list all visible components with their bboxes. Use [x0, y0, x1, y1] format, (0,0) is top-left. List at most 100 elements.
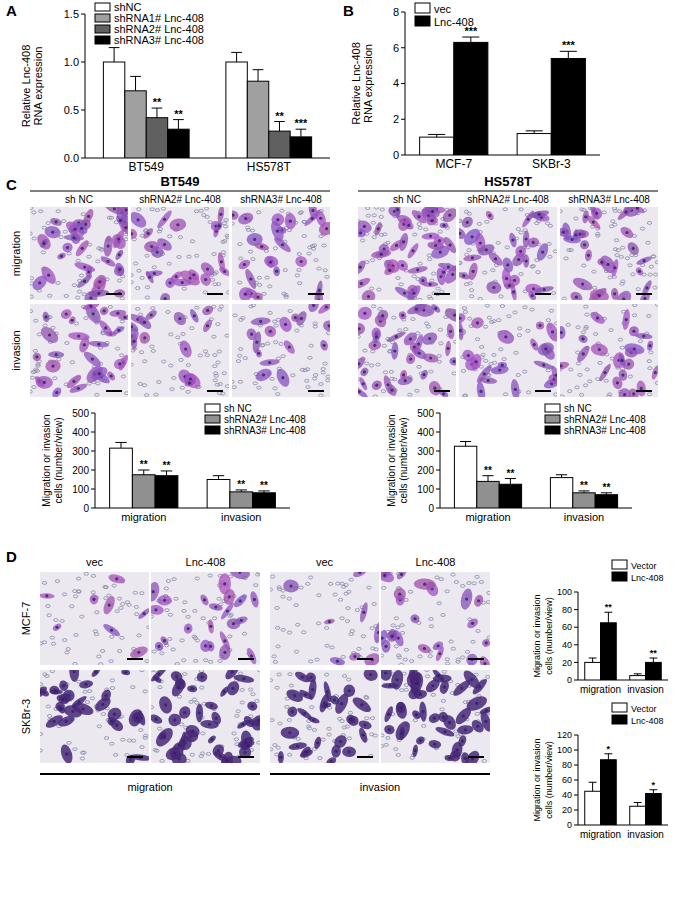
pore — [167, 235, 171, 238]
column-label: shRNA3# Lnc-408 — [240, 194, 322, 205]
pore — [326, 379, 330, 382]
pore — [513, 311, 517, 314]
pore — [167, 262, 171, 265]
scale-bar — [127, 756, 143, 758]
pore — [609, 329, 613, 332]
cell — [206, 640, 215, 652]
nucleus — [583, 243, 586, 246]
pore — [213, 379, 217, 382]
nucleus — [51, 364, 54, 367]
nucleus — [538, 213, 541, 216]
pore — [463, 310, 467, 313]
pore — [66, 648, 70, 651]
pore — [566, 323, 570, 326]
nucleus — [204, 644, 207, 647]
nucleus — [598, 348, 601, 351]
cell — [440, 207, 456, 225]
pore — [143, 690, 147, 693]
cell — [253, 366, 273, 384]
cell — [52, 622, 63, 632]
cell — [56, 252, 66, 261]
micrograph — [232, 304, 330, 397]
nucleus — [429, 356, 432, 359]
pore — [203, 350, 207, 353]
pore — [135, 613, 139, 616]
pore — [325, 644, 329, 647]
nucleus — [65, 720, 68, 723]
nucleus — [560, 331, 563, 334]
nucleus — [124, 226, 127, 229]
cell — [405, 353, 417, 366]
nucleus — [255, 341, 258, 344]
pore — [517, 334, 521, 337]
pore — [523, 370, 527, 373]
nucleus — [115, 577, 118, 580]
pore — [349, 633, 353, 636]
pore — [91, 574, 95, 577]
pore — [576, 326, 580, 329]
pore — [199, 686, 203, 689]
cell — [151, 670, 168, 683]
pore — [131, 363, 133, 366]
nucleus — [269, 330, 272, 333]
pore — [169, 364, 173, 367]
nucleus — [40, 691, 42, 694]
cell — [523, 255, 529, 268]
nucleus — [231, 687, 234, 690]
pore — [212, 335, 216, 338]
pore — [505, 246, 509, 249]
pore — [560, 395, 564, 397]
nucleus — [97, 292, 100, 295]
cell — [584, 249, 592, 262]
pore — [36, 363, 40, 366]
pore — [174, 597, 178, 600]
pore — [237, 354, 241, 357]
cell — [35, 375, 53, 389]
nucleus — [53, 720, 56, 723]
pore — [194, 254, 198, 257]
pore — [418, 226, 422, 229]
nucleus — [642, 334, 645, 337]
pore — [166, 311, 170, 314]
nucleus — [98, 372, 101, 375]
cell — [234, 615, 249, 626]
pore — [30, 295, 33, 298]
nucleus — [119, 219, 122, 222]
column-label: shRNA3# Lnc-408 — [568, 194, 650, 205]
pore — [306, 582, 310, 585]
cell — [90, 594, 99, 604]
pore — [628, 264, 632, 267]
pore — [555, 322, 557, 325]
nucleus — [244, 217, 247, 220]
pore — [592, 270, 596, 273]
pore — [276, 357, 280, 360]
group-rule — [30, 191, 330, 192]
pore — [76, 590, 80, 593]
pore — [254, 584, 258, 587]
pore — [628, 375, 632, 378]
pore — [289, 684, 293, 687]
pore — [236, 360, 240, 363]
pore — [46, 605, 50, 608]
pore — [151, 307, 155, 310]
pore — [593, 333, 597, 336]
nucleus — [164, 703, 167, 706]
nucleus — [375, 384, 378, 387]
nucleus — [72, 380, 75, 383]
pore — [496, 241, 500, 244]
nucleus — [60, 255, 63, 258]
pore — [579, 393, 583, 396]
cell — [171, 310, 188, 328]
nucleus — [421, 279, 424, 282]
nucleus — [578, 232, 581, 235]
cell — [610, 258, 619, 277]
cell — [560, 360, 570, 371]
pore — [313, 325, 317, 328]
cell — [469, 353, 482, 371]
cell — [386, 330, 407, 344]
pore — [54, 619, 58, 622]
pore — [33, 349, 37, 352]
pore — [257, 741, 260, 744]
pore — [182, 287, 186, 290]
cell — [237, 211, 255, 227]
